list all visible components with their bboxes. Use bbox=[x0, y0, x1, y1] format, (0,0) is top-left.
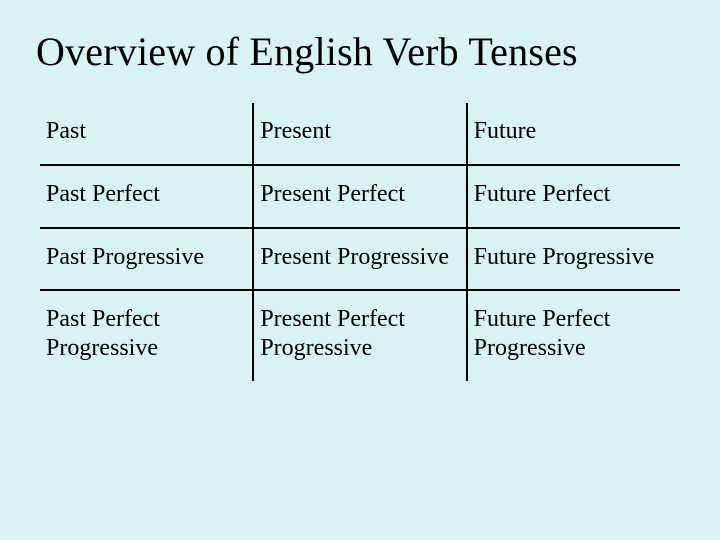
cell-present: Present bbox=[253, 103, 466, 165]
cell-past-progressive: Past Progressive bbox=[40, 228, 253, 291]
cell-present-perfect: Present Perfect bbox=[253, 165, 466, 228]
cell-past: Past bbox=[40, 103, 253, 165]
page-title: Overview of English Verb Tenses bbox=[36, 28, 684, 75]
table-row: Past Perfect Progressive Present Perfect… bbox=[40, 290, 680, 381]
cell-past-perfect: Past Perfect bbox=[40, 165, 253, 228]
slide: Overview of English Verb Tenses Past Pre… bbox=[0, 0, 720, 540]
cell-future-perfect-progressive: Future Perfect Progressive bbox=[467, 290, 680, 381]
tense-table: Past Present Future Past Perfect Present… bbox=[40, 103, 680, 381]
table-row: Past Perfect Present Perfect Future Perf… bbox=[40, 165, 680, 228]
cell-past-perfect-progressive: Past Perfect Progressive bbox=[40, 290, 253, 381]
table-row: Past Present Future bbox=[40, 103, 680, 165]
cell-future-perfect: Future Perfect bbox=[467, 165, 680, 228]
cell-future: Future bbox=[467, 103, 680, 165]
cell-present-perfect-progressive: Present Perfect Progressive bbox=[253, 290, 466, 381]
table-row: Past Progressive Present Progressive Fut… bbox=[40, 228, 680, 291]
cell-future-progressive: Future Progressive bbox=[467, 228, 680, 291]
cell-present-progressive: Present Progressive bbox=[253, 228, 466, 291]
